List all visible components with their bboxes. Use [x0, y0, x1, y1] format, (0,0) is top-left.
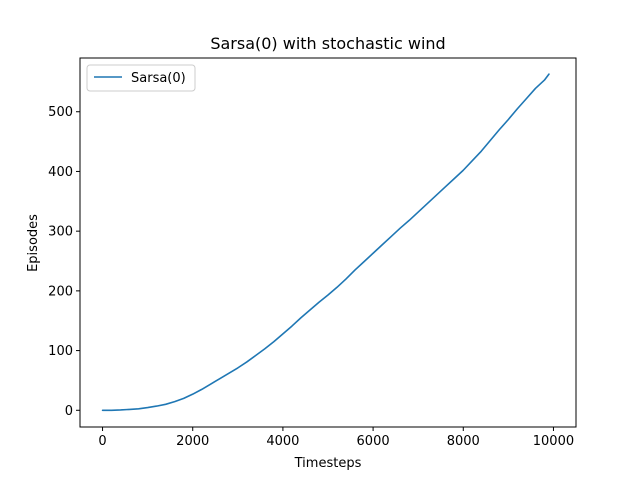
y-axis: 0 100 200 300 400 500	[48, 105, 80, 419]
plot-background	[80, 58, 576, 427]
legend-box	[86, 64, 196, 92]
y-tick-label: 0	[65, 404, 73, 419]
y-tick-label: 100	[48, 344, 73, 359]
series-layer	[101, 73, 550, 412]
x-axis: 0 2000 4000 6000 8000 10000	[98, 427, 574, 449]
x-tick-label: 2000	[176, 434, 209, 449]
y-tick-label: 200	[48, 284, 73, 299]
chart-title: Sarsa(0) with stochastic wind	[210, 34, 445, 53]
y-axis-label: Episodes	[26, 214, 41, 272]
x-tick-label: 4000	[266, 434, 299, 449]
x-tick-label: 10000	[533, 434, 574, 449]
legend: Sarsa(0)	[86, 64, 196, 92]
legend-label-sarsa: Sarsa(0)	[131, 71, 186, 86]
y-tick-label: 400	[48, 165, 73, 180]
y-tick-label: 300	[48, 225, 73, 240]
y-tick-label: 500	[48, 105, 73, 120]
x-tick-label: 0	[98, 434, 106, 449]
x-tick-label: 8000	[447, 434, 480, 449]
plot-frame	[79, 57, 577, 428]
x-tick-label: 6000	[357, 434, 390, 449]
series-line-0	[101, 73, 550, 412]
plot-area	[80, 58, 576, 427]
x-axis-label: Timesteps	[294, 456, 362, 471]
